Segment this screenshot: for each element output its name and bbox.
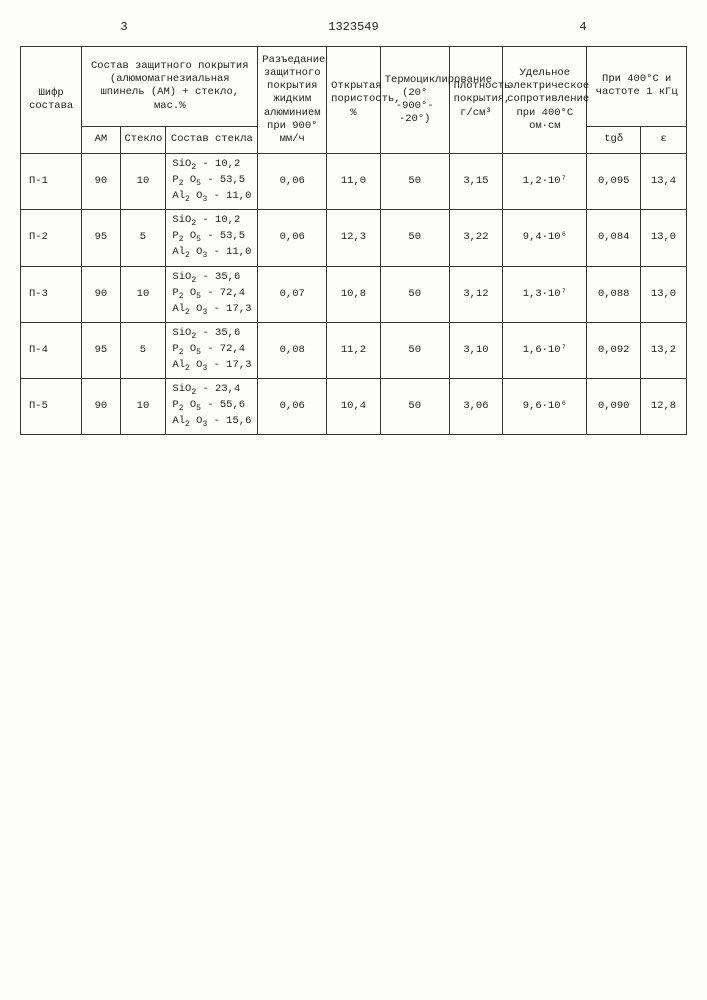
hdr-pri400-group: При 400°С и частоте 1 кГц (587, 47, 687, 127)
cell-steklo: 5 (120, 322, 166, 378)
cell-eps: 13,4 (641, 154, 687, 210)
cell-steklo: 5 (120, 210, 166, 266)
cell-tgd: 0,090 (587, 379, 641, 435)
cell-am: 90 (82, 266, 120, 322)
cell-tgd: 0,092 (587, 322, 641, 378)
cell-am: 90 (82, 379, 120, 435)
cell-otkr: 10,8 (327, 266, 381, 322)
cell-shifr: П-2 (21, 210, 82, 266)
cell-termo: 50 (380, 210, 449, 266)
cell-udel: 1,2·10⁷ (503, 154, 587, 210)
cell-eps: 13,0 (641, 266, 687, 322)
glass-component: Al2 O3 - 11,0 (172, 246, 253, 261)
cell-otkr: 11,2 (327, 322, 381, 378)
cell-shifr: П-4 (21, 322, 82, 378)
table-row: П-59010SiO2 - 23,4P2 O5 - 55,6Al2 O3 - 1… (21, 379, 687, 435)
cell-glass: SiO2 - 10,2P2 O5 - 53,5Al2 O3 - 11,0 (166, 210, 258, 266)
glass-component: SiO2 - 23,4 (172, 383, 253, 398)
data-table: Шифр состава Состав защитного покрытия (… (20, 46, 687, 435)
glass-component: SiO2 - 10,2 (172, 158, 253, 173)
hdr-am: АМ (82, 126, 120, 153)
hdr-steklo: Стекло (120, 126, 166, 153)
glass-component: P2 O5 - 53,5 (172, 174, 253, 189)
table-row: П-2955SiO2 - 10,2P2 O5 - 53,5Al2 O3 - 11… (21, 210, 687, 266)
cell-glass: SiO2 - 35,6P2 O5 - 72,4Al2 O3 - 17,3 (166, 322, 258, 378)
glass-component: P2 O5 - 53,5 (172, 230, 253, 245)
cell-steklo: 10 (120, 379, 166, 435)
cell-termo: 50 (380, 266, 449, 322)
cell-tgd: 0,084 (587, 210, 641, 266)
cell-eps: 12,8 (641, 379, 687, 435)
cell-termo: 50 (380, 379, 449, 435)
table-row: П-19010SiO2 - 10,2P2 O5 - 53,5Al2 O3 - 1… (21, 154, 687, 210)
cell-razed: 0,07 (258, 266, 327, 322)
cell-tgd: 0,088 (587, 266, 641, 322)
hdr-otkr: Открытая пористость, % (327, 47, 381, 154)
cell-udel: 1,6·10⁷ (503, 322, 587, 378)
cell-shifr: П-5 (21, 379, 82, 435)
table-head: Шифр состава Состав защитного покрытия (… (21, 47, 687, 154)
glass-component: P2 O5 - 72,4 (172, 343, 253, 358)
cell-shifr: П-3 (21, 266, 82, 322)
cell-glass: SiO2 - 35,6P2 O5 - 72,4Al2 O3 - 17,3 (166, 266, 258, 322)
cell-am: 95 (82, 210, 120, 266)
hdr-shifr: Шифр состава (21, 47, 82, 154)
glass-component: Al2 O3 - 17,3 (172, 359, 253, 374)
cell-am: 95 (82, 322, 120, 378)
table-row: П-39010SiO2 - 35,6P2 O5 - 72,4Al2 O3 - 1… (21, 266, 687, 322)
cell-razed: 0,06 (258, 379, 327, 435)
table-row: П-4955SiO2 - 35,6P2 O5 - 72,4Al2 O3 - 17… (21, 322, 687, 378)
glass-component: SiO2 - 35,6 (172, 271, 253, 286)
cell-otkr: 12,3 (327, 210, 381, 266)
table-body: П-19010SiO2 - 10,2P2 O5 - 53,5Al2 O3 - 1… (21, 154, 687, 435)
cell-udel: 1,3·10⁷ (503, 266, 587, 322)
cell-eps: 13,0 (641, 210, 687, 266)
glass-component: SiO2 - 10,2 (172, 214, 253, 229)
hdr-plotn: Плотность покрытия, г/см³ (449, 47, 503, 154)
hdr-razed: Разъедание защитного покрытия жидким алю… (258, 47, 327, 154)
cell-steklo: 10 (120, 154, 166, 210)
cell-shifr: П-1 (21, 154, 82, 210)
cell-plotn: 3,15 (449, 154, 503, 210)
cell-plotn: 3,10 (449, 322, 503, 378)
cell-glass: SiO2 - 10,2P2 O5 - 53,5Al2 O3 - 11,0 (166, 154, 258, 210)
page-num-left: 3 (120, 20, 127, 34)
cell-udel: 9,6·10⁶ (503, 379, 587, 435)
hdr-udel: Удельное электрическое сопротивление при… (503, 47, 587, 154)
glass-component: Al2 O3 - 11,0 (172, 190, 253, 205)
cell-razed: 0,06 (258, 210, 327, 266)
cell-plotn: 3,12 (449, 266, 503, 322)
glass-component: Al2 O3 - 15,6 (172, 415, 253, 430)
cell-glass: SiO2 - 23,4P2 O5 - 55,6Al2 O3 - 15,6 (166, 379, 258, 435)
cell-tgd: 0,095 (587, 154, 641, 210)
hdr-sostav-group: Состав защитного покрытия (алюмомагнезиа… (82, 47, 258, 127)
page-num-right: 4 (579, 20, 586, 34)
glass-component: P2 O5 - 55,6 (172, 399, 253, 414)
cell-termo: 50 (380, 322, 449, 378)
cell-otkr: 10,4 (327, 379, 381, 435)
cell-plotn: 3,22 (449, 210, 503, 266)
glass-component: Al2 O3 - 17,3 (172, 303, 253, 318)
cell-plotn: 3,06 (449, 379, 503, 435)
page-header: 3 1323549 4 (20, 20, 687, 34)
cell-termo: 50 (380, 154, 449, 210)
cell-am: 90 (82, 154, 120, 210)
glass-component: P2 O5 - 72,4 (172, 287, 253, 302)
glass-component: SiO2 - 35,6 (172, 327, 253, 342)
cell-razed: 0,08 (258, 322, 327, 378)
cell-otkr: 11,0 (327, 154, 381, 210)
cell-udel: 9,4·10⁶ (503, 210, 587, 266)
cell-razed: 0,06 (258, 154, 327, 210)
cell-eps: 13,2 (641, 322, 687, 378)
hdr-sostav-stekla: Состав стекла (166, 126, 258, 153)
cell-steklo: 10 (120, 266, 166, 322)
hdr-eps: ε (641, 126, 687, 153)
doc-id: 1323549 (328, 20, 378, 34)
hdr-tgd: tgδ (587, 126, 641, 153)
